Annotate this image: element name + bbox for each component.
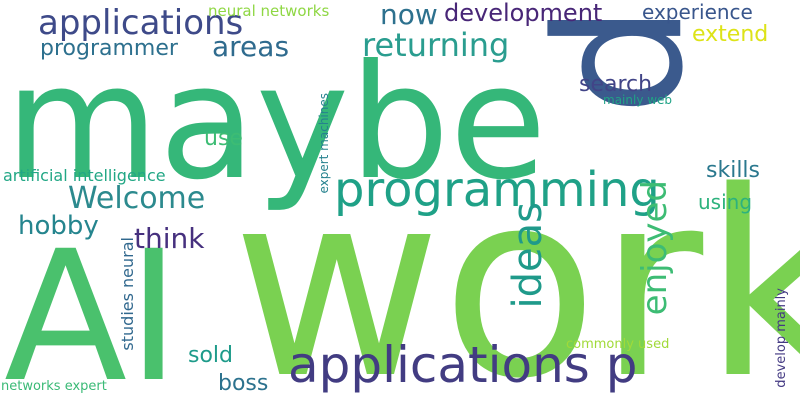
word-using: using xyxy=(698,190,753,214)
word-mainly-web: mainly web xyxy=(603,93,673,107)
word-artificial-intelligence: artificial intelligence xyxy=(3,166,166,185)
word-development: development xyxy=(444,0,603,27)
word-welcome: Welcome xyxy=(68,181,206,216)
word-areas: areas xyxy=(212,30,290,63)
word-develop-mainly: develop mainly xyxy=(774,288,789,388)
word-use: use xyxy=(204,126,243,151)
word-work: work xyxy=(232,137,800,400)
word-programming: programming xyxy=(334,162,660,218)
word-now: now xyxy=(380,0,438,31)
word-programmer: programmer xyxy=(40,36,178,61)
word-sold: sold xyxy=(188,343,233,368)
word-skills: skills xyxy=(706,158,761,183)
word-neural-networks: neural networks xyxy=(208,2,330,20)
word-enjoyed: enjoyed xyxy=(635,180,675,316)
word-studies-neural: studies neural xyxy=(118,237,137,351)
word-hobby: hobby xyxy=(18,211,99,241)
word-applications: applications xyxy=(38,3,244,43)
word-networks-expert: networks expert xyxy=(1,379,107,394)
word-experience: experience xyxy=(642,0,753,24)
word-applications-p: applications p xyxy=(288,336,638,394)
word-expert-machines: expert machines xyxy=(317,93,331,194)
word-ideas: ideas xyxy=(505,202,551,309)
word-maybe: maybe xyxy=(5,31,547,215)
word-extend: extend xyxy=(692,22,769,47)
word-commonly-used: commonly used xyxy=(566,337,670,352)
word-think: think xyxy=(134,222,205,255)
word-search: search xyxy=(579,72,653,97)
word-boss: boss xyxy=(218,371,269,396)
word-ai: AI xyxy=(4,213,181,400)
word-returning: returning xyxy=(362,26,510,64)
